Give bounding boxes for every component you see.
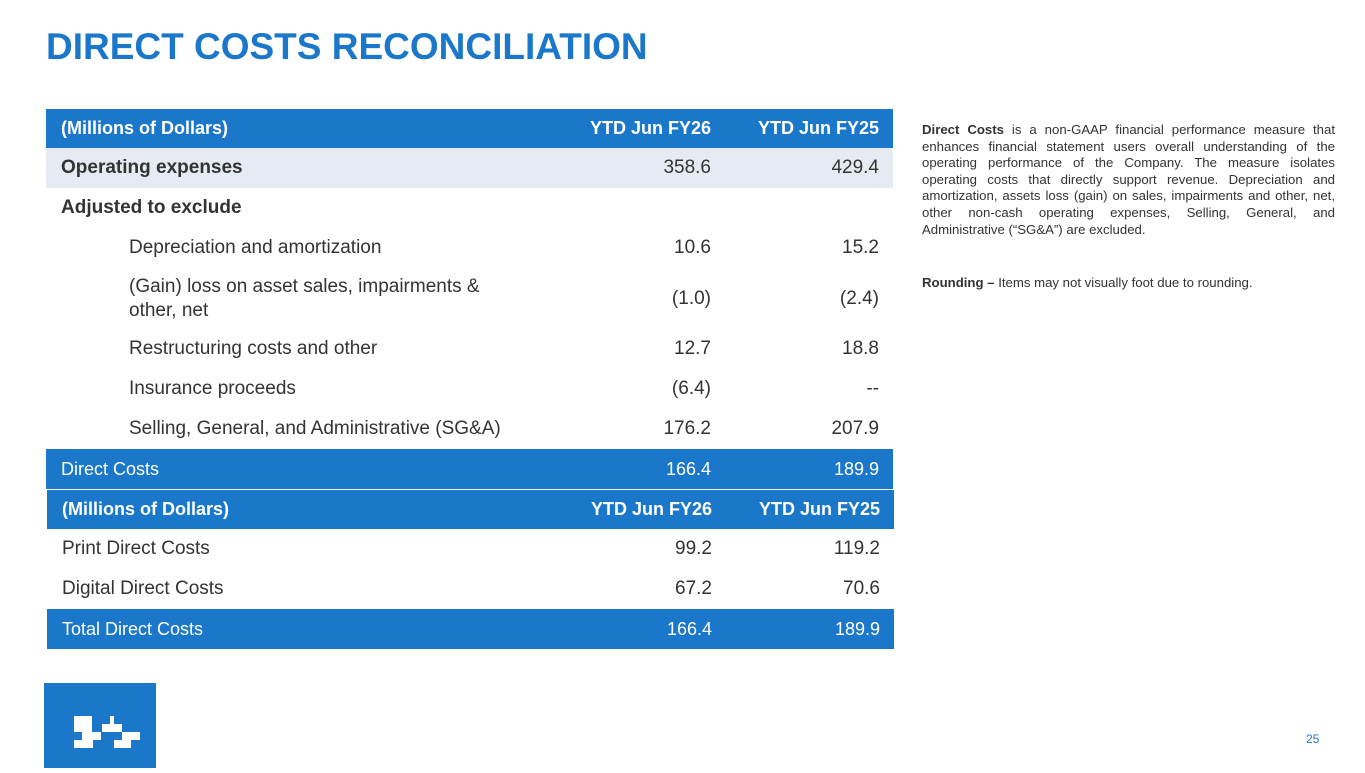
table-row: Selling, General, and Administrative (SG… — [46, 409, 893, 449]
total-label: Total Direct Costs — [47, 609, 562, 649]
table-row: Restructuring costs and other 12.7 18.8 — [46, 329, 893, 369]
direct-costs-table: (Millions of Dollars) YTD Jun FY26 YTD J… — [46, 109, 893, 489]
total-row: Direct Costs 166.4 189.9 — [46, 449, 893, 489]
rounding-text: Items may not visually foot due to round… — [994, 275, 1253, 291]
company-logo-icon — [74, 716, 140, 748]
table-row: Operating expenses 358.6 429.4 — [46, 148, 893, 188]
row-label: Operating expenses — [46, 148, 561, 188]
header-col-fy26: YTD Jun FY26 — [562, 490, 712, 529]
table-row: Depreciation and amortization 10.6 15.2 — [46, 228, 893, 268]
header-label: (Millions of Dollars) — [46, 109, 561, 148]
row-value-fy25: (2.4) — [839, 287, 879, 309]
page-title: DIRECT COSTS RECONCILIATION — [46, 26, 648, 67]
total-value-fy25: 189.9 — [711, 449, 893, 489]
definition-notes: Direct Costs is a non-GAAP financial per… — [922, 122, 1335, 292]
table-row: Insurance proceeds (6.4) -- — [46, 369, 893, 409]
page-number: 25 — [1306, 732, 1320, 746]
row-label-line2: other, net — [129, 299, 209, 321]
row-value-fy26: (6.4) — [671, 378, 711, 399]
table-header-row: (Millions of Dollars) YTD Jun FY26 YTD J… — [47, 490, 894, 529]
table-row: Print Direct Costs 99.2 119.2 — [47, 529, 894, 569]
row-value-fy25: 70.6 — [843, 578, 880, 599]
row-label: Adjusted to exclude — [61, 197, 242, 218]
row-label: Restructuring costs and other — [129, 338, 378, 359]
header-col-fy25: YTD Jun FY25 — [711, 109, 893, 148]
row-value-fy26: 10.6 — [674, 237, 711, 258]
table-header-row: (Millions of Dollars) YTD Jun FY26 YTD J… — [46, 109, 893, 148]
row-value-fy26: (1.0) — [671, 287, 711, 309]
table-row: Digital Direct Costs 67.2 70.6 — [47, 569, 894, 609]
row-value-fy25: 119.2 — [833, 538, 880, 559]
total-value-fy25: 189.9 — [712, 609, 894, 649]
row-label: Print Direct Costs — [62, 538, 210, 559]
row-label: Insurance proceeds — [129, 378, 296, 399]
row-label: Digital Direct Costs — [62, 578, 224, 599]
direct-costs-definition: Direct Costs is a non-GAAP financial per… — [922, 122, 1335, 238]
row-value-fy26: 358.6 — [561, 148, 711, 188]
direct-costs-breakdown-table: (Millions of Dollars) YTD Jun FY26 YTD J… — [47, 490, 894, 649]
company-logo — [44, 683, 156, 768]
rounding-note: Rounding – Items may not visually foot d… — [922, 275, 1335, 292]
row-value-fy25 — [711, 188, 893, 228]
total-row: Total Direct Costs 166.4 189.9 — [47, 609, 894, 649]
definition-text: is a non-GAAP financial performance meas… — [922, 122, 1335, 237]
row-label: (Gain) loss on asset sales, impairments … — [46, 268, 561, 329]
total-value-fy26: 166.4 — [561, 449, 711, 489]
row-value-fy25: -- — [866, 378, 879, 399]
row-value-fy26: 176.2 — [663, 418, 711, 439]
row-label-line1: (Gain) loss on asset sales, impairments … — [129, 275, 480, 297]
row-value-fy25: 429.4 — [711, 148, 893, 188]
header-col-fy25: YTD Jun FY25 — [712, 490, 894, 529]
row-value-fy25: 15.2 — [842, 237, 879, 258]
row-value-fy26: 12.7 — [674, 338, 711, 359]
row-value-fy26 — [561, 188, 711, 228]
row-label: Depreciation and amortization — [129, 237, 382, 258]
definition-term: Direct Costs — [922, 122, 1004, 137]
total-value-fy26: 166.4 — [562, 609, 712, 649]
header-col-fy26: YTD Jun FY26 — [561, 109, 711, 148]
table-row: (Gain) loss on asset sales, impairments … — [46, 268, 893, 329]
total-label: Direct Costs — [46, 449, 561, 489]
table-row: Adjusted to exclude — [46, 188, 893, 228]
row-value-fy26: 99.2 — [675, 538, 712, 559]
row-value-fy25: 207.9 — [831, 418, 879, 439]
row-label: Selling, General, and Administrative (SG… — [129, 418, 501, 439]
rounding-term: Rounding – — [922, 275, 995, 291]
row-value-fy25: 18.8 — [842, 338, 879, 359]
header-label: (Millions of Dollars) — [47, 490, 562, 529]
row-value-fy26: 67.2 — [675, 578, 712, 599]
